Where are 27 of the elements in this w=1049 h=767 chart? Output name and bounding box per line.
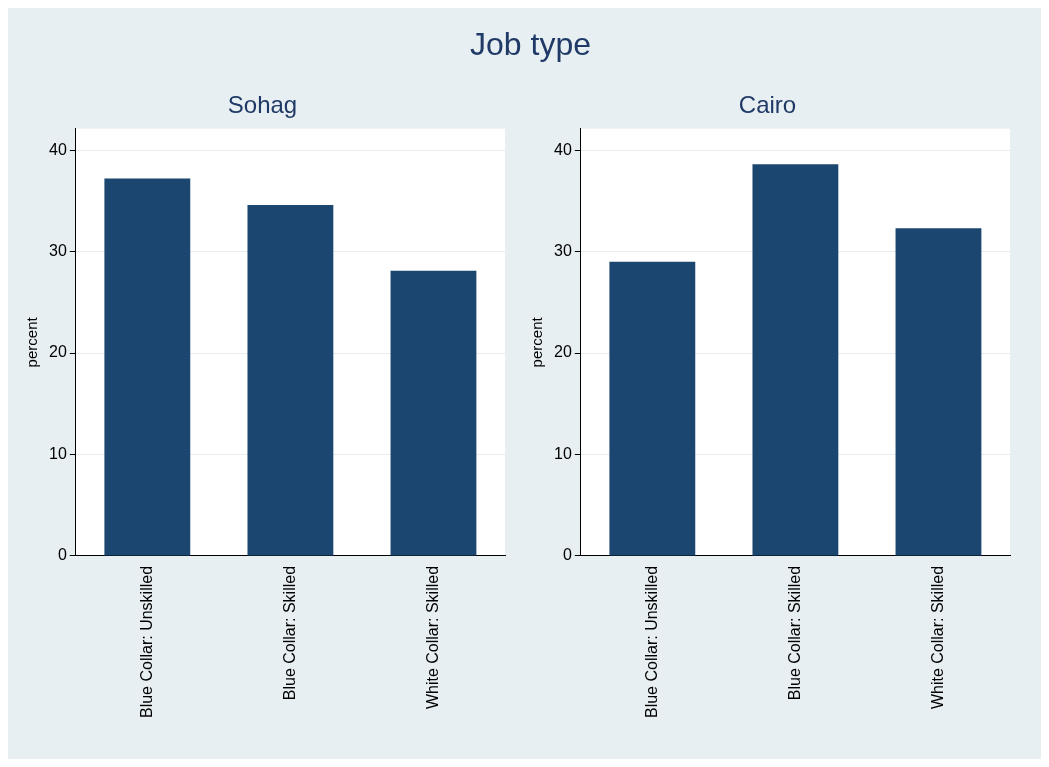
bar: [104, 178, 191, 556]
bar: [390, 270, 477, 556]
y-tick-label: 40: [49, 140, 67, 158]
x-tick-label: White Collar: Skilled: [423, 565, 441, 710]
y-tick-label: 10: [49, 444, 67, 462]
chart-subtitle: Sohag: [227, 91, 298, 119]
y-tick-label: 0: [562, 546, 572, 564]
x-tick-label: Blue Collar: Unskilled: [642, 565, 660, 718]
y-tick-label: 30: [49, 241, 67, 259]
chart-title: Job type: [469, 26, 592, 64]
y-tick-label: 40: [554, 140, 572, 158]
y-tick-label: 30: [554, 241, 572, 259]
y-tick-label: 0: [57, 546, 67, 564]
x-tick-label: White Collar: Skilled: [928, 565, 946, 710]
chart-subtitle: Cairo: [738, 91, 797, 119]
y-axis-title: percent: [528, 316, 546, 368]
x-tick-label: Blue Collar: Unskilled: [137, 565, 155, 718]
bar: [247, 204, 334, 556]
y-tick-label: 20: [554, 343, 572, 361]
bar: [609, 261, 696, 556]
y-axis-title: percent: [23, 316, 41, 368]
y-tick-label: 10: [554, 444, 572, 462]
y-tick-label: 20: [49, 343, 67, 361]
bar: [895, 228, 982, 556]
bar: [752, 164, 839, 556]
x-tick-label: Blue Collar: Skilled: [280, 565, 298, 701]
x-tick-label: Blue Collar: Skilled: [785, 565, 803, 701]
